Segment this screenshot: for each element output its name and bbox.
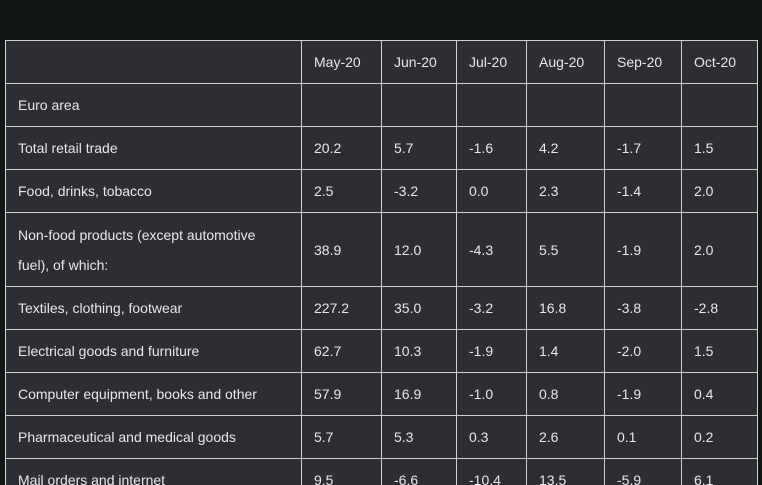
header-cell-may-20: May-20	[301, 40, 382, 84]
table-cell: -2.0	[604, 329, 682, 373]
table-cell: 0.2	[681, 415, 758, 459]
table-cell: 2.0	[681, 212, 758, 287]
table-row: Computer equipment, books and other 57.9…	[5, 372, 758, 416]
header-cell-sep-20: Sep-20	[604, 40, 682, 84]
table-header-row: May-20 Jun-20 Jul-20 Aug-20 Sep-20 Oct-2…	[5, 40, 758, 84]
table-cell: -1.7	[604, 126, 682, 170]
table-cell: 1.4	[526, 329, 605, 373]
row-label: Food, drinks, tobacco	[5, 169, 302, 213]
table-cell: 4.2	[526, 126, 605, 170]
table-cell: 2.6	[526, 415, 605, 459]
table-row: Mail orders and internet 9.5 -6.6 -10.4 …	[5, 458, 758, 485]
row-label: Textiles, clothing, footwear	[5, 286, 302, 330]
table-cell: -2.8	[681, 286, 758, 330]
table-cell: 10.3	[381, 329, 457, 373]
table-cell: 2.3	[526, 169, 605, 213]
table-cell	[604, 83, 682, 127]
table-cell: 5.5	[526, 212, 605, 287]
row-label: Mail orders and internet	[5, 458, 302, 485]
table-row: Food, drinks, tobacco 2.5 -3.2 0.0 2.3 -…	[5, 169, 758, 213]
table-cell: -1.9	[456, 329, 527, 373]
header-cell-label	[5, 40, 302, 84]
table-row: Pharmaceutical and medical goods 5.7 5.3…	[5, 415, 758, 459]
table-cell: 16.9	[381, 372, 457, 416]
header-cell-aug-20: Aug-20	[526, 40, 605, 84]
table-cell: 16.8	[526, 286, 605, 330]
table-cell: -5.9	[604, 458, 682, 485]
table-cell: -1.4	[604, 169, 682, 213]
header-cell-jun-20: Jun-20	[381, 40, 457, 84]
table-cell	[526, 83, 605, 127]
table-cell: -1.9	[604, 372, 682, 416]
table-cell	[456, 83, 527, 127]
table-row: Textiles, clothing, footwear 227.2 35.0 …	[5, 286, 758, 330]
row-label: Pharmaceutical and medical goods	[5, 415, 302, 459]
table-cell: 1.5	[681, 329, 758, 373]
table-cell: -10.4	[456, 458, 527, 485]
row-label: Non-food products (except automotive fue…	[5, 212, 302, 287]
table-cell	[681, 83, 758, 127]
table-cell: 57.9	[301, 372, 382, 416]
retail-trade-table: May-20 Jun-20 Jul-20 Aug-20 Sep-20 Oct-2…	[5, 40, 758, 485]
table-cell: 20.2	[301, 126, 382, 170]
table-cell: 1.5	[681, 126, 758, 170]
table-cell: 0.0	[456, 169, 527, 213]
table-cell: 2.0	[681, 169, 758, 213]
table-cell: -3.2	[456, 286, 527, 330]
table-cell: 13.5	[526, 458, 605, 485]
table-cell: -1.6	[456, 126, 527, 170]
table-row: Euro area	[5, 83, 758, 127]
table-cell: 5.7	[381, 126, 457, 170]
top-strip	[0, 0, 762, 40]
table-cell: 5.7	[301, 415, 382, 459]
table-row: Total retail trade 20.2 5.7 -1.6 4.2 -1.…	[5, 126, 758, 170]
table-cell: 5.3	[381, 415, 457, 459]
table-cell: 62.7	[301, 329, 382, 373]
table-cell: 35.0	[381, 286, 457, 330]
header-cell-jul-20: Jul-20	[456, 40, 527, 84]
table-cell: 0.4	[681, 372, 758, 416]
table-row: Electrical goods and furniture 62.7 10.3…	[5, 329, 758, 373]
row-label: Electrical goods and furniture	[5, 329, 302, 373]
table-cell: 227.2	[301, 286, 382, 330]
header-cell-oct-20: Oct-20	[681, 40, 758, 84]
table-cell: 2.5	[301, 169, 382, 213]
table-row: Non-food products (except automotive fue…	[5, 212, 758, 287]
table-cell: -1.0	[456, 372, 527, 416]
table-cell	[381, 83, 457, 127]
table-cell: 12.0	[381, 212, 457, 287]
row-label: Computer equipment, books and other	[5, 372, 302, 416]
table-cell: -6.6	[381, 458, 457, 485]
table-cell: -4.3	[456, 212, 527, 287]
row-label: Total retail trade	[5, 126, 302, 170]
table-container: May-20 Jun-20 Jul-20 Aug-20 Sep-20 Oct-2…	[5, 40, 758, 485]
row-label: Euro area	[5, 83, 302, 127]
table-cell: 38.9	[301, 212, 382, 287]
table-cell: 6.1	[681, 458, 758, 485]
table-cell: 0.1	[604, 415, 682, 459]
table-cell: 9.5	[301, 458, 382, 485]
table-cell: -1.9	[604, 212, 682, 287]
table-cell: 0.3	[456, 415, 527, 459]
table-cell: -3.2	[381, 169, 457, 213]
table-cell: -3.8	[604, 286, 682, 330]
table-cell	[301, 83, 382, 127]
table-cell: 0.8	[526, 372, 605, 416]
